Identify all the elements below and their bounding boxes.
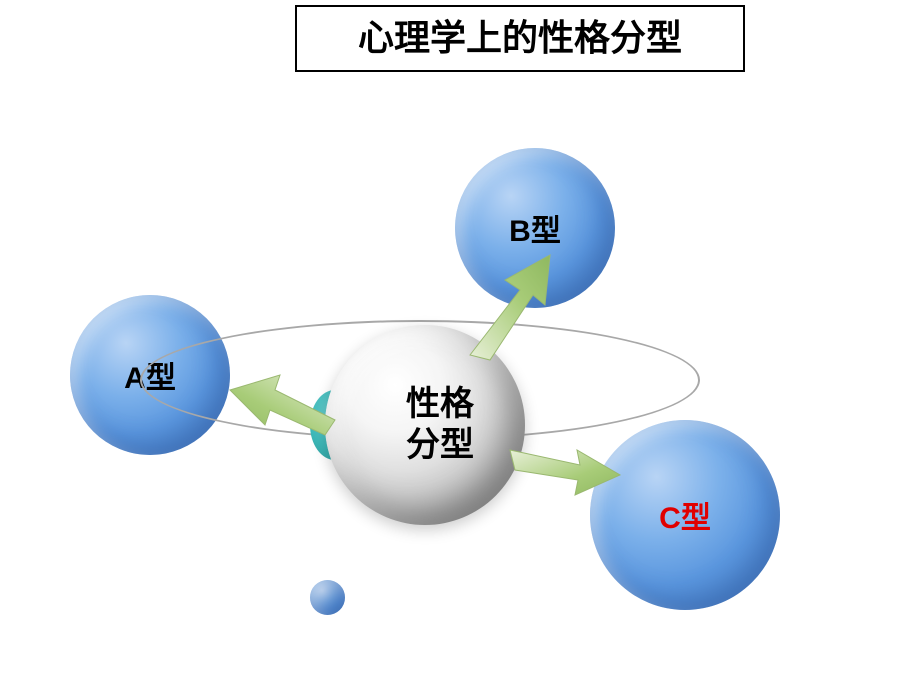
diagram-container: A型 B型 C型 性格分型 xyxy=(60,130,860,680)
arrow-to-b xyxy=(455,245,565,365)
title-box: 心理学上的性格分型 xyxy=(295,5,745,72)
node-c-label: C型 xyxy=(659,493,711,537)
page-title: 心理学上的性格分型 xyxy=(312,15,728,62)
node-b-label: B型 xyxy=(509,206,561,250)
node-small xyxy=(310,580,345,615)
center-label: 性格分型 xyxy=(406,384,474,466)
arrow-to-a xyxy=(225,365,345,445)
arrow-to-c xyxy=(505,430,625,500)
